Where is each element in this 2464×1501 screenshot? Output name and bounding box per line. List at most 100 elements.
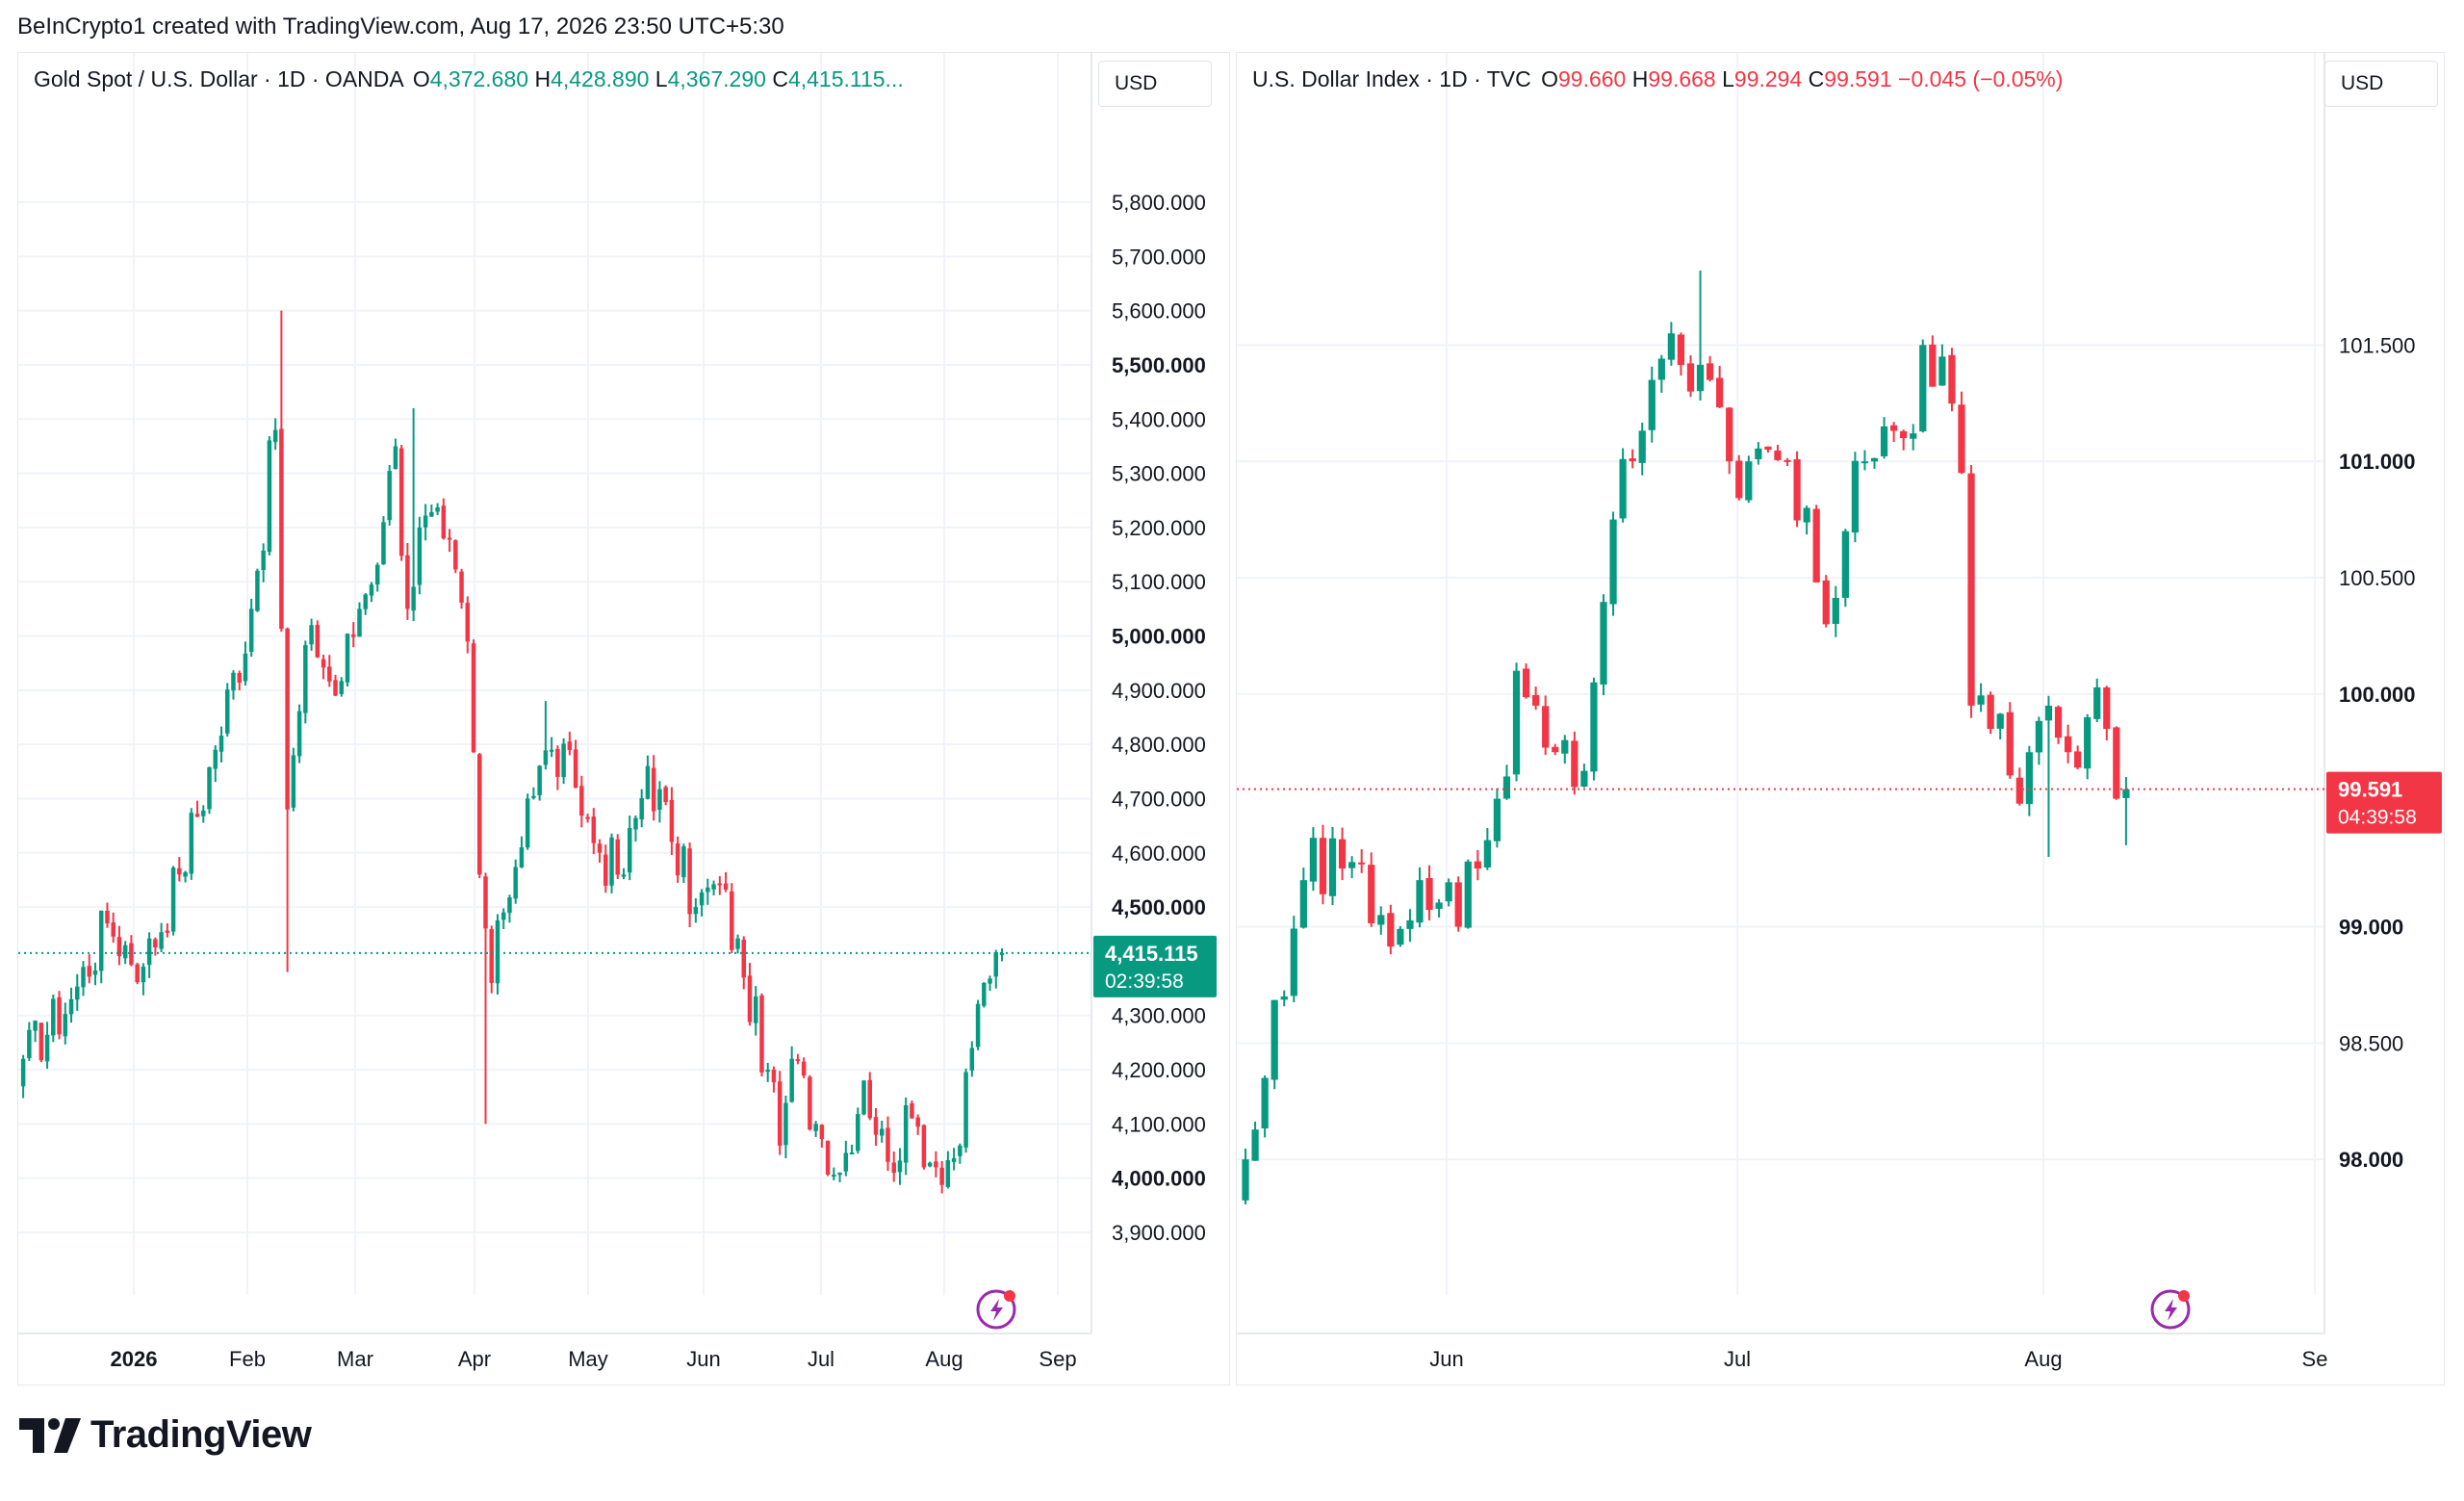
gold-candle-body <box>105 910 110 923</box>
dxy-candle-body <box>1561 739 1569 754</box>
gold-candle-body <box>296 711 302 757</box>
gold-candle-body <box>861 1080 866 1115</box>
dxy-countdown: 04:39:58 <box>2338 807 2417 829</box>
gold-low-value: 4,367.290 <box>667 66 766 91</box>
gold-candle-body <box>38 1022 44 1061</box>
lightning-icon-ring <box>2150 1289 2191 1330</box>
dxy-time-tick-label: Aug <box>2024 1347 2062 1371</box>
gold-candle-body <box>489 928 494 983</box>
tradingview-brand[interactable]: TradingView <box>19 1413 312 1457</box>
gold-candle-body <box>573 749 578 789</box>
gold-open-value: 4,372.680 <box>429 66 529 91</box>
gold-candle-body <box>465 603 471 642</box>
gold-candle-body <box>357 608 362 637</box>
gold-candle-body <box>68 998 74 1015</box>
gold-candle-body <box>135 964 140 983</box>
gold-candle-body <box>429 511 434 517</box>
gold-candle-body <box>57 996 62 1035</box>
gold-candle-body <box>75 986 80 1000</box>
gold-high-value: 4,428.890 <box>551 66 650 91</box>
gold-chart-panel[interactable]: 5,800.000 5,700.000 5,600.000 5,500.000 5,40… <box>17 52 1230 1385</box>
gold-candle-body <box>218 736 224 752</box>
dxy-candle-body <box>1502 776 1511 799</box>
gold-candle-body <box>141 967 146 983</box>
dxy-close-label: C <box>1808 66 1825 91</box>
dxy-price-tick-label: 98.500 <box>2339 1031 2403 1055</box>
gold-candle-body <box>621 874 627 877</box>
gold-price-tick-label: 5,500.000 <box>1112 353 1206 377</box>
dxy-candle-body <box>1348 862 1356 868</box>
gold-time-tick-label: Apr <box>458 1347 491 1371</box>
dxy-candle-body <box>1812 508 1820 582</box>
lightning-icon-bolt <box>990 1299 1003 1321</box>
gold-candle-body <box>699 892 705 906</box>
chart-credit: BeInCrypto1 created with TradingView.com… <box>17 13 784 39</box>
gold-candle-body <box>759 995 764 1073</box>
gold-candle-body <box>837 1173 842 1176</box>
dxy-candle-body <box>1571 740 1578 788</box>
gold-currency-button[interactable]: USD <box>1098 61 1212 107</box>
dxy-candle-body <box>1889 425 1898 431</box>
dxy-candle-body <box>1552 746 1559 753</box>
dxy-low-value: 99.294 <box>1733 66 1803 91</box>
dxy-candlestick-chart[interactable]: 101.500 101.000 100.500 100.000 99.000 98.500… <box>1237 53 2446 1386</box>
gold-candle-body <box>891 1162 896 1174</box>
gold-candle-body <box>189 813 194 874</box>
lightning-icon-dot <box>2178 1290 2190 1302</box>
gold-countdown: 02:39:58 <box>1105 970 1184 993</box>
dxy-low-label: L <box>1722 66 1734 91</box>
gold-candle-body <box>303 645 308 713</box>
gold-candle-body <box>333 680 338 696</box>
dxy-candle-body <box>2044 705 2053 721</box>
gold-candle-body <box>603 854 608 886</box>
gold-candle-body <box>111 922 116 937</box>
gold-candle-body <box>363 594 368 609</box>
gold-candle-body <box>765 1070 770 1073</box>
dxy-candle-body <box>1377 915 1385 925</box>
gold-candle-body <box>873 1117 879 1135</box>
gold-candle-body <box>183 872 188 877</box>
dxy-candle-body <box>1299 880 1307 928</box>
gold-candle-body <box>897 1160 903 1173</box>
gold-candle-body <box>945 1160 951 1187</box>
gold-candle-body <box>801 1061 807 1076</box>
gold-candle-body <box>447 537 452 540</box>
dxy-candle-body <box>1416 880 1424 923</box>
dxy-currency-button[interactable]: USD <box>2324 61 2438 107</box>
dxy-candle-body <box>1454 882 1462 927</box>
dxy-high-label: H <box>1631 66 1649 91</box>
gold-price-tick-label: 5,600.000 <box>1112 299 1206 323</box>
dxy-candle-body <box>1464 861 1472 928</box>
gold-candle-body <box>129 943 134 966</box>
dxy-candle-body <box>1590 682 1598 772</box>
dxy-candle-body <box>1938 356 1946 386</box>
gold-candle-body <box>350 634 356 637</box>
dxy-candle-body <box>1851 460 1860 533</box>
gold-candle-body <box>92 970 98 975</box>
gold-candle-body <box>975 1003 981 1048</box>
gold-candle-body <box>747 975 753 1022</box>
gold-time-tick-label: Jun <box>686 1347 720 1371</box>
gold-candlestick-chart[interactable]: 5,800.000 5,700.000 5,600.000 5,500.000 5,40… <box>18 53 1231 1386</box>
gold-candle-body <box>153 939 158 948</box>
dxy-candle-body <box>1435 902 1443 909</box>
gold-candle-body <box>843 1152 849 1172</box>
gold-price-tick-label: 4,700.000 <box>1112 787 1206 811</box>
dxy-candle-body <box>1387 913 1395 947</box>
dxy-price-tick-label: 98.000 <box>2339 1148 2403 1172</box>
gold-price-tick-label: 5,300.000 <box>1112 462 1206 486</box>
dxy-candle-body <box>1784 459 1791 462</box>
dxy-candle-body <box>1929 344 1937 387</box>
gold-candle-body <box>711 884 716 890</box>
dxy-chart-panel[interactable]: 101.500 101.000 100.500 100.000 99.000 98.500… <box>1236 52 2445 1385</box>
gold-candle-body <box>122 945 128 959</box>
gold-candle-body <box>495 919 500 984</box>
gold-price-tag <box>1093 935 1217 997</box>
gold-candle-body <box>730 891 734 950</box>
gold-candle-body <box>633 817 638 830</box>
gold-candle-body <box>20 1058 26 1087</box>
gold-symbol-title[interactable]: Gold Spot / U.S. Dollar · 1D · OANDA <box>34 66 403 91</box>
dxy-candle-body <box>1406 919 1414 929</box>
dxy-symbol-title[interactable]: U.S. Dollar Index · 1D · TVC <box>1252 66 1531 91</box>
dxy-candle-body <box>1483 840 1491 868</box>
